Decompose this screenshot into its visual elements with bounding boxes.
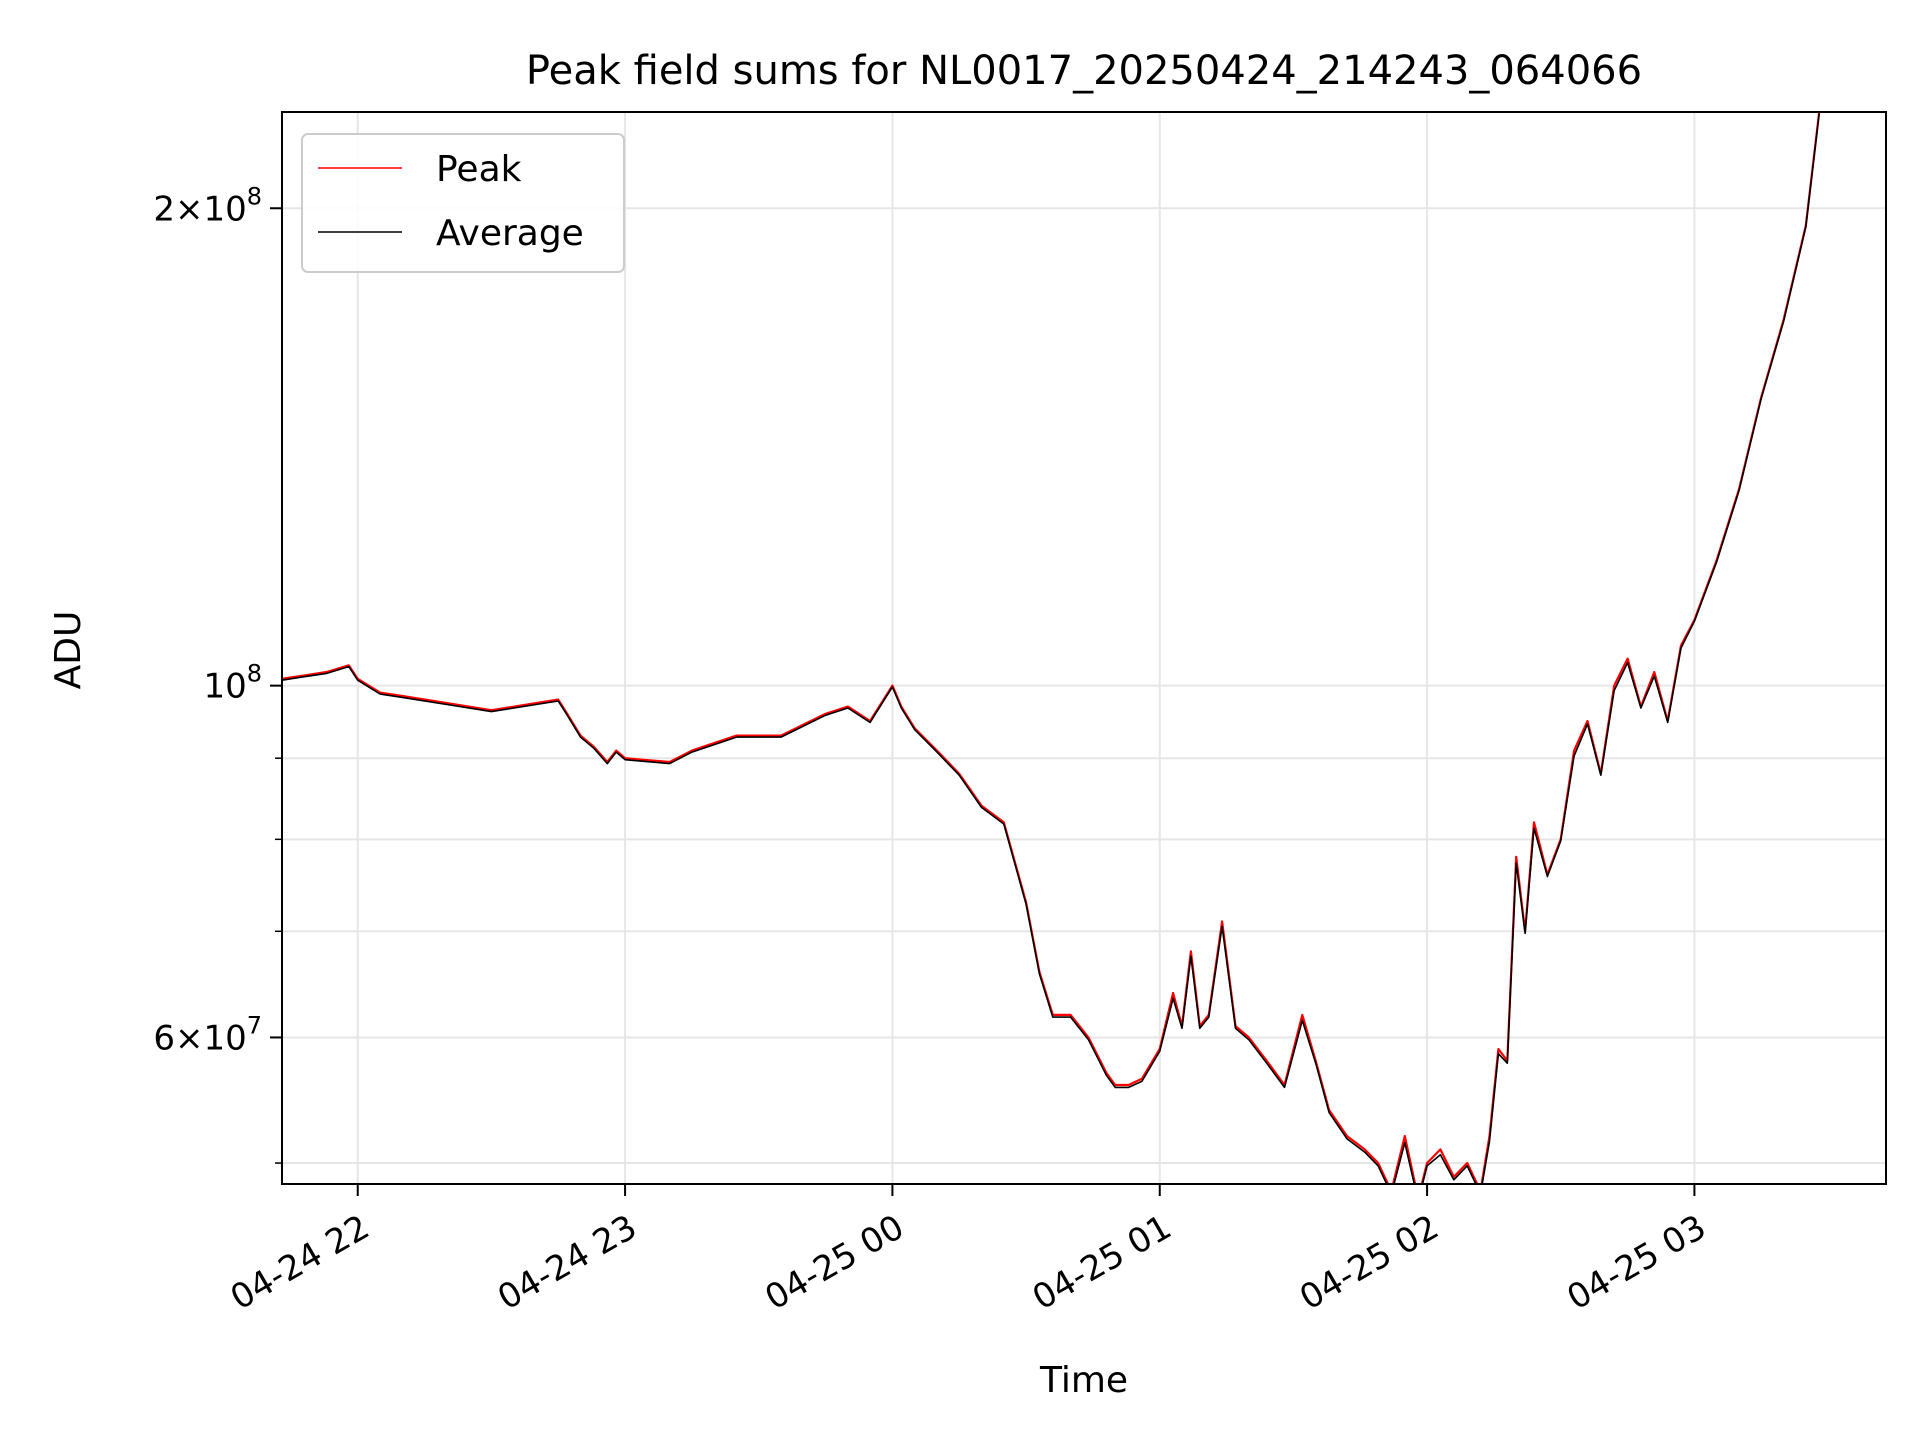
plot-frame (281, 111, 1887, 1185)
y-tick-label: 6×107 (153, 1011, 262, 1058)
grid-lines (282, 112, 1886, 1184)
y-tick-label: 2×108 (153, 182, 262, 229)
y-tick-label: 108 (203, 660, 262, 707)
legend-average-label: Average (436, 213, 584, 254)
y-axis-ticks: 6×107 108 2×108 (153, 182, 282, 1164)
chart-title: Peak field sums for NL0017_20250424_2142… (526, 48, 1642, 94)
legend-peak-label: Peak (436, 149, 522, 190)
series-lines (282, 112, 1821, 1184)
legend: Peak Average (301, 133, 625, 273)
series-line-average (282, 113, 1820, 1184)
y-axis-label: ADU (48, 611, 89, 690)
x-axis-label: Time (1039, 1360, 1128, 1401)
